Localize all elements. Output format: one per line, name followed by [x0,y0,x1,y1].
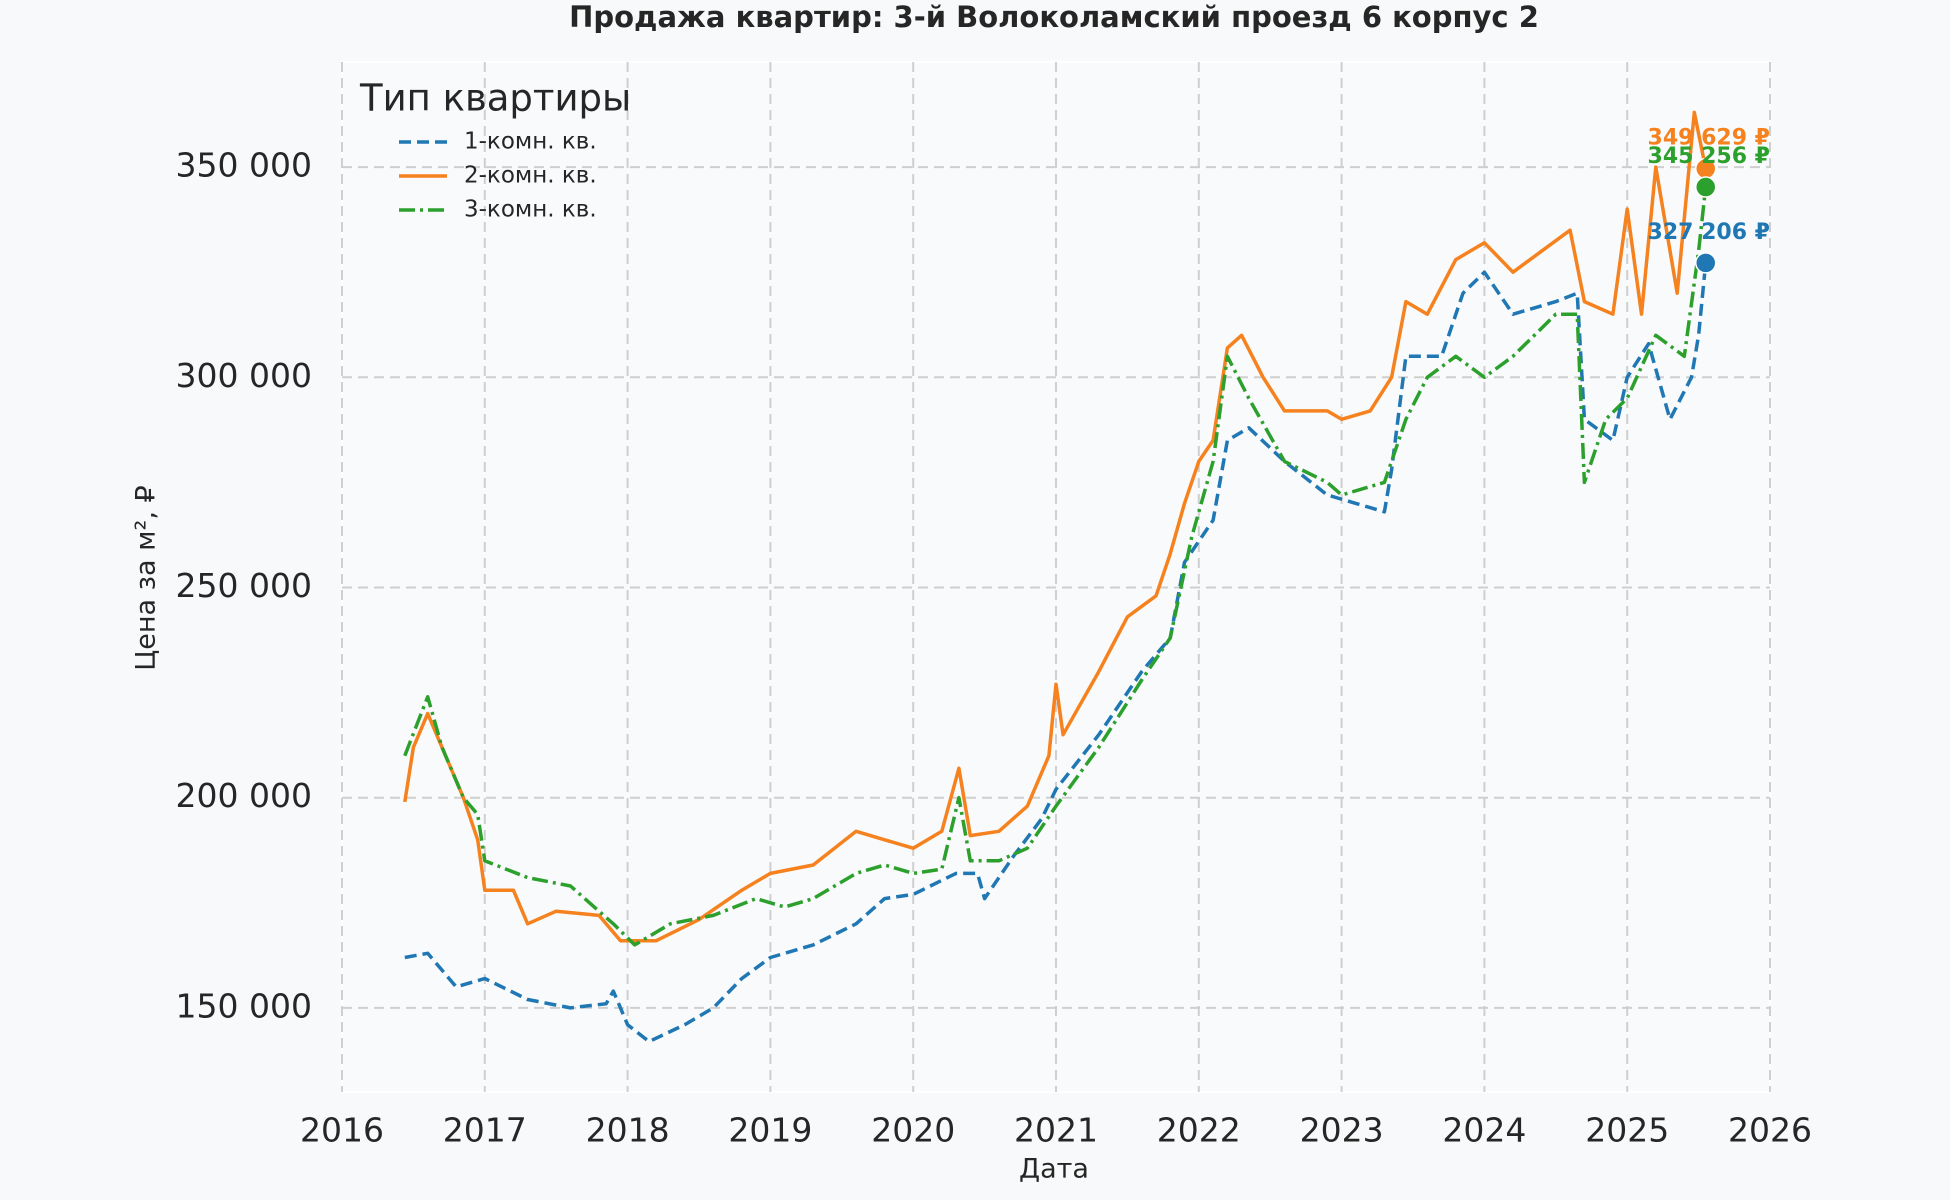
chart-title: Продажа квартир: 3-й Волоколамский проез… [569,0,1539,34]
end-value-label: 349 629 ₽ [1648,126,1770,151]
series-line [403,110,1708,943]
x-tick-label: 2024 [1442,1111,1526,1150]
x-tick-label: 2023 [1300,1111,1384,1150]
x-tick-label: 2020 [871,1111,955,1150]
x-tick-label: 2019 [728,1111,812,1150]
x-tick-label: 2017 [443,1111,527,1150]
x-tick-label: 2022 [1157,1111,1241,1150]
y-tick-label: 300 000 [176,356,312,395]
end-value-label: 327 206 ₽ [1648,220,1770,245]
end-point [1694,176,1717,198]
series-line [403,186,1708,947]
x-tick-label: 2018 [586,1111,670,1150]
legend-label: 2-комн. кв. [464,163,597,189]
legend-title: Тип квартиры [359,77,631,120]
x-tick-label: 2025 [1585,1111,1669,1150]
end-value-label: 345 256 ₽ [1648,144,1770,169]
y-tick-label: 350 000 [176,146,312,185]
x-tick-label: 2026 [1728,1111,1812,1150]
legend-label: 1-комн. кв. [464,129,597,155]
y-axis-label: Цена за м², ₽ [131,485,162,670]
series-line [404,262,1708,1044]
y-tick-label: 200 000 [176,776,312,815]
x-axis-label: Дата [1019,1154,1089,1185]
x-tick-label: 2021 [1014,1111,1098,1150]
y-tick-label: 150 000 [176,986,312,1025]
legend-label: 3-комн. кв. [464,197,597,223]
y-tick-label: 250 000 [176,566,312,605]
x-tick-label: 2016 [300,1111,384,1150]
end-point [1694,252,1717,274]
